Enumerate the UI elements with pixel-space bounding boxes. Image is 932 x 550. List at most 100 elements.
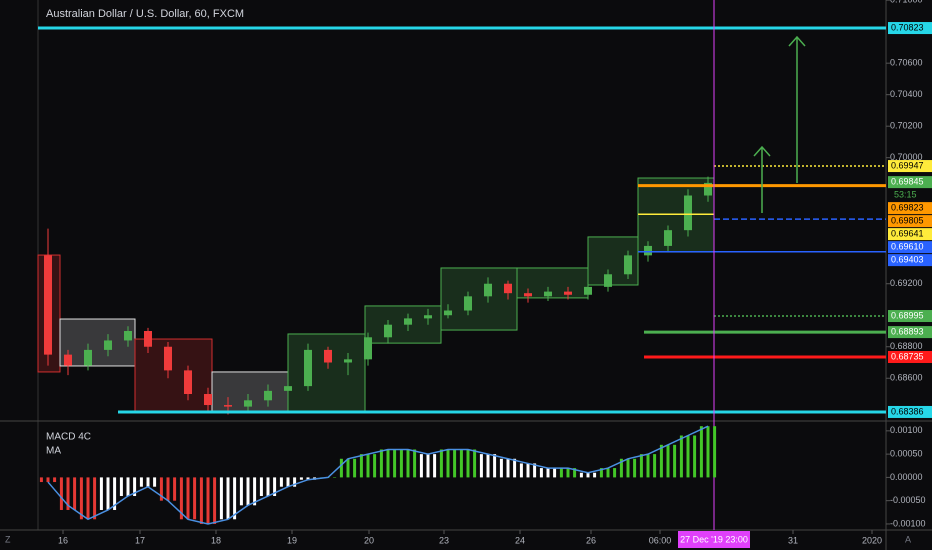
price-tag-label: 0.69947	[891, 160, 924, 170]
price-tag	[888, 241, 932, 254]
histogram-bar	[239, 477, 243, 506]
arrow-head	[753, 145, 771, 157]
price-tag-label: 0.69403	[891, 254, 924, 264]
histogram-bar	[186, 477, 190, 520]
candle-body	[124, 330, 132, 341]
x-tick-label: 19	[287, 535, 297, 545]
candle-body	[704, 182, 712, 196]
histogram-bar	[339, 458, 343, 478]
histogram-bar	[606, 468, 610, 478]
histogram-bar	[213, 477, 217, 524]
price-tag-label: 0.69610	[891, 241, 924, 251]
histogram-bar	[53, 477, 57, 483]
price-tag	[888, 310, 932, 323]
histogram-bar	[386, 449, 390, 478]
corner-icon[interactable]: Z	[5, 534, 11, 544]
histogram-bar	[706, 426, 710, 478]
x-tick-label: 06:00	[649, 535, 672, 545]
price-tag-label: 0.68386	[891, 406, 924, 416]
price-tag-label: 0.69823	[891, 202, 924, 212]
candle-body	[504, 283, 512, 294]
price-tag	[888, 254, 932, 267]
histogram-bar	[626, 458, 630, 478]
plot-layer: 0.71000 0.70600 0.70400 0.70200 0.70000 0.692…	[37, 0, 932, 548]
histogram-bar	[426, 454, 430, 478]
histogram-bar	[199, 477, 203, 524]
histogram-bar	[133, 477, 137, 497]
candle-body	[284, 386, 292, 391]
histogram-bar	[399, 449, 403, 478]
price-tag	[888, 350, 932, 363]
histogram-bar	[526, 463, 530, 478]
y-tick-label: 0.71000	[890, 0, 923, 5]
histogram-bar	[39, 477, 43, 483]
y-tick-label: 0.68800	[890, 341, 923, 351]
histogram-bar	[666, 444, 670, 478]
histogram-bar	[233, 477, 237, 520]
histogram-bar	[253, 477, 257, 506]
histogram-bar	[646, 454, 650, 478]
histogram-bar	[553, 468, 557, 478]
histogram-bar	[506, 458, 510, 478]
arrow-head	[788, 35, 806, 47]
range-box	[287, 333, 366, 413]
histogram-bar	[279, 477, 283, 487]
histogram-bar	[573, 468, 577, 478]
candle-body	[684, 195, 692, 231]
histogram-bar	[306, 477, 310, 480]
candle-body	[404, 318, 412, 325]
histogram-bar	[633, 458, 637, 478]
price-tag	[888, 228, 932, 241]
histogram-bar	[593, 472, 597, 478]
x-tick-label: 23	[439, 535, 449, 545]
countdown: 53:15	[894, 189, 917, 199]
histogram-bar	[493, 454, 497, 478]
histogram-bar	[486, 454, 490, 478]
histogram-bar	[619, 458, 623, 478]
candle-body	[224, 405, 232, 407]
histogram-bar	[479, 454, 483, 478]
range-box	[134, 338, 213, 413]
price-tag	[888, 405, 932, 418]
histogram-bar	[266, 477, 270, 497]
candle-body	[604, 274, 612, 287]
indicator-ma: MA	[46, 446, 61, 457]
cursor-tag	[678, 531, 750, 548]
histogram-bar	[653, 454, 657, 478]
histogram-bar	[579, 472, 583, 478]
histogram-bar	[539, 468, 543, 478]
histogram-bar	[259, 477, 263, 497]
range-box	[364, 305, 442, 344]
price-tag-label: 0.69641	[891, 228, 924, 238]
y-tick-label: 0.00050	[890, 448, 923, 458]
histogram-bar	[146, 477, 150, 487]
x-tick-label: 26	[586, 535, 596, 545]
y-tick-label: 0.70000	[890, 152, 923, 162]
histogram-bar	[359, 454, 363, 478]
candle-body	[384, 324, 392, 338]
candle-body	[624, 255, 632, 275]
candle-body	[144, 330, 152, 347]
histogram-bar	[193, 477, 197, 520]
histogram-bar	[159, 477, 163, 501]
histogram-bar	[406, 449, 410, 478]
price-tag-label: 0.68735	[891, 351, 924, 361]
histogram-bar	[546, 468, 550, 478]
y-tick-label: -0.00050	[890, 495, 926, 505]
corner-icon[interactable]: A	[905, 534, 911, 544]
histogram-bar	[273, 477, 277, 497]
histogram-bar	[166, 477, 170, 501]
histogram-bar	[519, 463, 523, 478]
histogram-bar	[353, 458, 357, 478]
candle-body	[424, 315, 432, 319]
y-tick-label: -0.00100	[890, 518, 926, 528]
candle-body	[584, 286, 592, 295]
histogram-bar	[713, 426, 717, 478]
histogram-bar	[433, 454, 437, 478]
histogram-bar	[673, 444, 677, 478]
histogram-bar	[99, 477, 103, 510]
candle-body	[664, 230, 672, 246]
candle-body	[644, 245, 652, 256]
histogram-bar	[639, 454, 643, 478]
candle-body	[524, 293, 532, 297]
